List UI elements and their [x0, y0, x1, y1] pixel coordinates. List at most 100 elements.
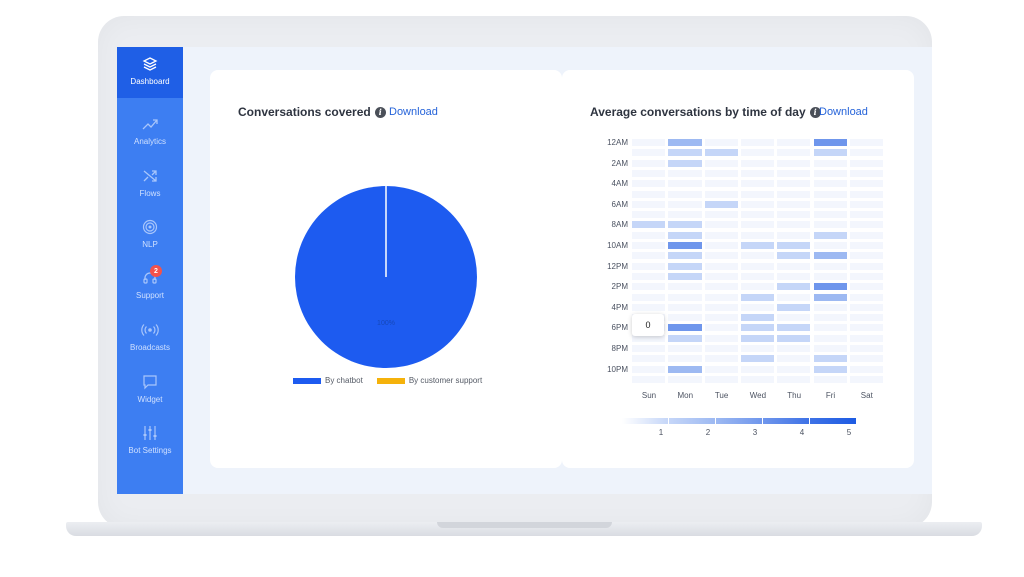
heatmap-cell[interactable]	[777, 355, 811, 363]
heatmap-cell[interactable]	[849, 375, 884, 383]
heatmap-cell[interactable]	[849, 139, 884, 146]
heatmap-cell[interactable]	[813, 242, 847, 249]
heatmap-cell[interactable]	[668, 200, 702, 208]
heatmap-cell[interactable]	[704, 200, 738, 208]
heatmap-cell[interactable]	[813, 200, 847, 208]
sidebar-item-bot-settings[interactable]: Bot Settings	[117, 416, 183, 466]
heatmap-cell[interactable]	[849, 221, 884, 229]
heatmap-cell[interactable]	[777, 314, 811, 322]
heatmap-cell[interactable]	[740, 314, 775, 322]
heatmap-cell[interactable]	[740, 303, 775, 311]
heatmap-cell[interactable]	[668, 211, 702, 219]
heatmap-cell[interactable]	[704, 272, 738, 280]
heatmap-cell[interactable]	[668, 324, 702, 332]
heatmap-cell[interactable]	[813, 365, 847, 373]
heatmap-cell[interactable]	[632, 221, 666, 229]
sidebar-item-broadcasts[interactable]: Broadcasts	[117, 313, 183, 363]
heatmap-cell[interactable]	[849, 169, 884, 177]
heatmap-cell[interactable]	[704, 324, 738, 332]
heatmap-cell[interactable]	[849, 283, 884, 291]
heatmap-cell[interactable]	[668, 345, 702, 352]
heatmap-cell[interactable]	[704, 375, 738, 383]
heatmap-cell[interactable]	[668, 242, 702, 249]
heatmap-cell[interactable]	[849, 334, 884, 342]
heatmap-cell[interactable]	[777, 365, 811, 373]
heatmap-cell[interactable]	[632, 252, 666, 260]
heatmap-cell[interactable]	[740, 345, 775, 352]
heatmap-cell[interactable]	[704, 180, 738, 188]
heatmap-cell[interactable]	[813, 169, 847, 177]
heatmap-cell[interactable]	[740, 180, 775, 188]
heatmap-cell[interactable]	[849, 242, 884, 249]
sidebar-item-nlp[interactable]: NLP	[117, 210, 183, 260]
heatmap-cell[interactable]	[704, 345, 738, 352]
heatmap-cell[interactable]	[849, 365, 884, 373]
heatmap-cell[interactable]	[704, 262, 738, 270]
heatmap-cell[interactable]	[668, 375, 702, 383]
heatmap-cell[interactable]	[632, 283, 666, 291]
heatmap-cell[interactable]	[777, 190, 811, 198]
heatmap-cell[interactable]	[668, 252, 702, 260]
heatmap-cell[interactable]	[740, 149, 775, 157]
heatmap-cell[interactable]	[813, 159, 847, 167]
heatmap-cell[interactable]	[777, 345, 811, 352]
heatmap-cell[interactable]	[777, 252, 811, 260]
heatmap-cell[interactable]	[777, 262, 811, 270]
heatmap-cell[interactable]	[632, 345, 666, 352]
heatmap-cell[interactable]	[668, 159, 702, 167]
heatmap-cell[interactable]	[668, 293, 702, 301]
heatmap-cell[interactable]	[704, 139, 738, 146]
heatmap-cell[interactable]	[813, 149, 847, 157]
heatmap-cell[interactable]	[813, 345, 847, 352]
heatmap-cell[interactable]	[813, 324, 847, 332]
heatmap-cell[interactable]	[740, 169, 775, 177]
heatmap-cell[interactable]	[668, 365, 702, 373]
heatmap-cell[interactable]	[632, 200, 666, 208]
heatmap-cell[interactable]	[704, 355, 738, 363]
heatmap-cell[interactable]	[668, 231, 702, 239]
sidebar-item-analytics[interactable]: Analytics	[117, 107, 183, 157]
heatmap-cell[interactable]	[632, 211, 666, 219]
heatmap-cell[interactable]	[849, 190, 884, 198]
heatmap-cell[interactable]	[813, 190, 847, 198]
heatmap-cell[interactable]	[740, 242, 775, 249]
heatmap-cell[interactable]	[668, 314, 702, 322]
download-link[interactable]: Download	[819, 106, 868, 118]
heatmap-cell[interactable]	[740, 221, 775, 229]
heatmap-cell[interactable]	[668, 180, 702, 188]
heatmap-cell[interactable]	[668, 303, 702, 311]
heatmap-cell[interactable]	[704, 169, 738, 177]
heatmap-cell[interactable]	[813, 355, 847, 363]
heatmap-cell[interactable]	[632, 139, 666, 146]
info-icon[interactable]: i	[809, 106, 821, 118]
heatmap-cell[interactable]	[813, 231, 847, 239]
heatmap-cell[interactable]	[668, 169, 702, 177]
heatmap-cell[interactable]	[813, 334, 847, 342]
heatmap-cell[interactable]	[704, 283, 738, 291]
heatmap-cell[interactable]	[704, 211, 738, 219]
heatmap-cell[interactable]	[849, 324, 884, 332]
heatmap-cell[interactable]	[813, 283, 847, 291]
heatmap-cell[interactable]	[668, 221, 702, 229]
heatmap-cell[interactable]	[849, 252, 884, 260]
heatmap-cell[interactable]	[777, 169, 811, 177]
heatmap-cell[interactable]	[632, 231, 666, 239]
heatmap-cell[interactable]	[777, 272, 811, 280]
sidebar-item-widget[interactable]: Widget	[117, 365, 183, 415]
heatmap-cell[interactable]	[632, 303, 666, 311]
heatmap-cell[interactable]	[632, 180, 666, 188]
heatmap-cell[interactable]	[668, 355, 702, 363]
heatmap-cell[interactable]	[668, 149, 702, 157]
heatmap-cell[interactable]	[740, 211, 775, 219]
heatmap-cell[interactable]	[849, 149, 884, 157]
heatmap-cell[interactable]	[849, 180, 884, 188]
heatmap-cell[interactable]	[740, 231, 775, 239]
heatmap-cell[interactable]	[740, 139, 775, 146]
heatmap-cell[interactable]	[704, 303, 738, 311]
heatmap-cell[interactable]	[704, 149, 738, 157]
heatmap-cell[interactable]	[704, 190, 738, 198]
heatmap-cell[interactable]	[632, 159, 666, 167]
heatmap-cell[interactable]	[813, 375, 847, 383]
heatmap-cell[interactable]	[813, 262, 847, 270]
heatmap-cell[interactable]	[849, 211, 884, 219]
